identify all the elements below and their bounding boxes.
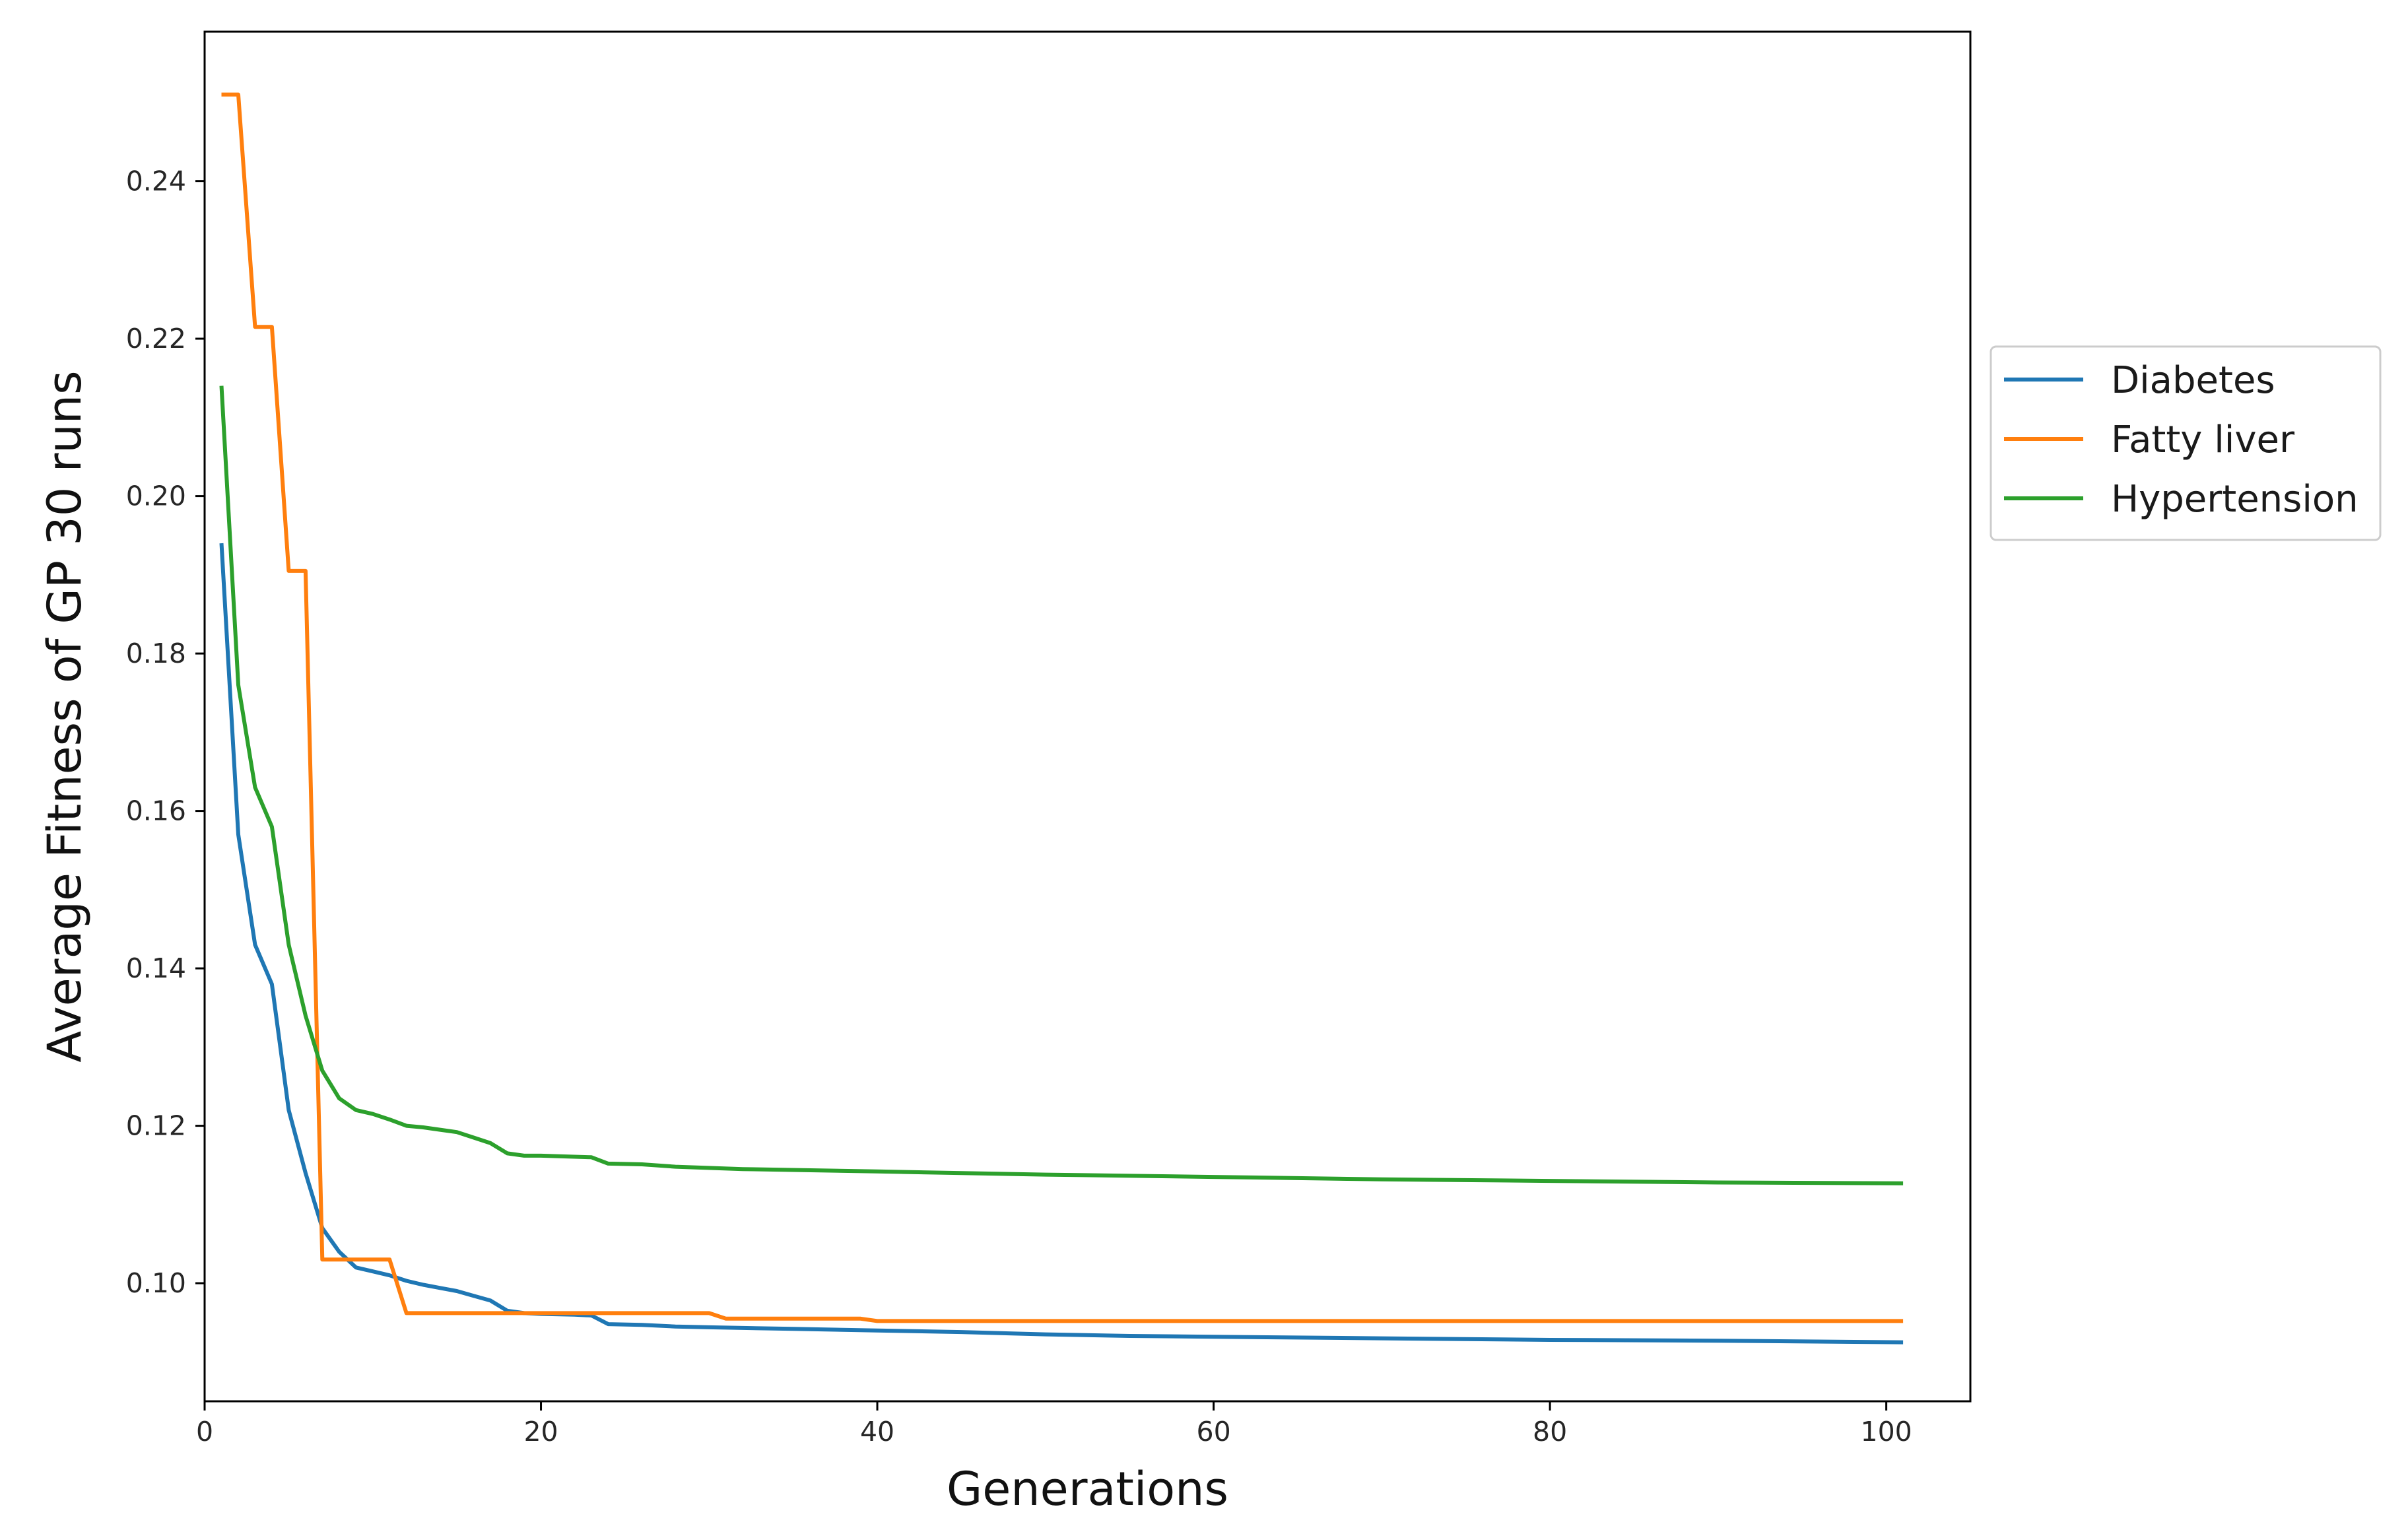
y-tick-label: 0.10: [126, 1267, 186, 1299]
x-tick-label: 60: [1196, 1416, 1230, 1447]
x-tick-label: 40: [860, 1416, 894, 1447]
legend: Diabetes Fatty liver Hypertension: [1990, 345, 2382, 541]
series-line-1: [221, 92, 1904, 1323]
legend-label: Diabetes: [2111, 359, 2275, 402]
series-layer: [219, 92, 1904, 1345]
x-tick-label: 100: [1860, 1416, 1912, 1447]
series-line-2: [219, 385, 1904, 1185]
y-tick-label: 0.14: [126, 952, 186, 984]
y-tick-label: 0.22: [126, 323, 186, 354]
y-tick-label: 0.12: [126, 1110, 186, 1142]
y-axis: 0.10 0.12 0.14 0.16 0.18 0.20 0.22 0.24: [126, 166, 205, 1299]
y-tick-label: 0.18: [126, 638, 186, 669]
y-tick-label: 0.16: [126, 795, 186, 827]
series-line-0: [219, 543, 1904, 1345]
y-axis-title: Average Fitness of GP 30 runs: [38, 370, 92, 1062]
y-tick-label: 0.24: [126, 166, 186, 197]
plot-area-frame: [203, 30, 1972, 1403]
x-axis-title: Generations: [947, 1462, 1228, 1516]
x-axis: 0 20 40 60 80 100: [196, 1401, 1912, 1447]
x-tick-label: 80: [1533, 1416, 1567, 1447]
x-tick-label: 20: [523, 1416, 558, 1447]
y-tick-label: 0.20: [126, 481, 186, 512]
legend-box: [1990, 345, 2382, 541]
legend-label: Hypertension: [2111, 478, 2358, 521]
legend-label: Fatty liver: [2111, 418, 2295, 461]
x-tick-label: 0: [196, 1416, 213, 1447]
